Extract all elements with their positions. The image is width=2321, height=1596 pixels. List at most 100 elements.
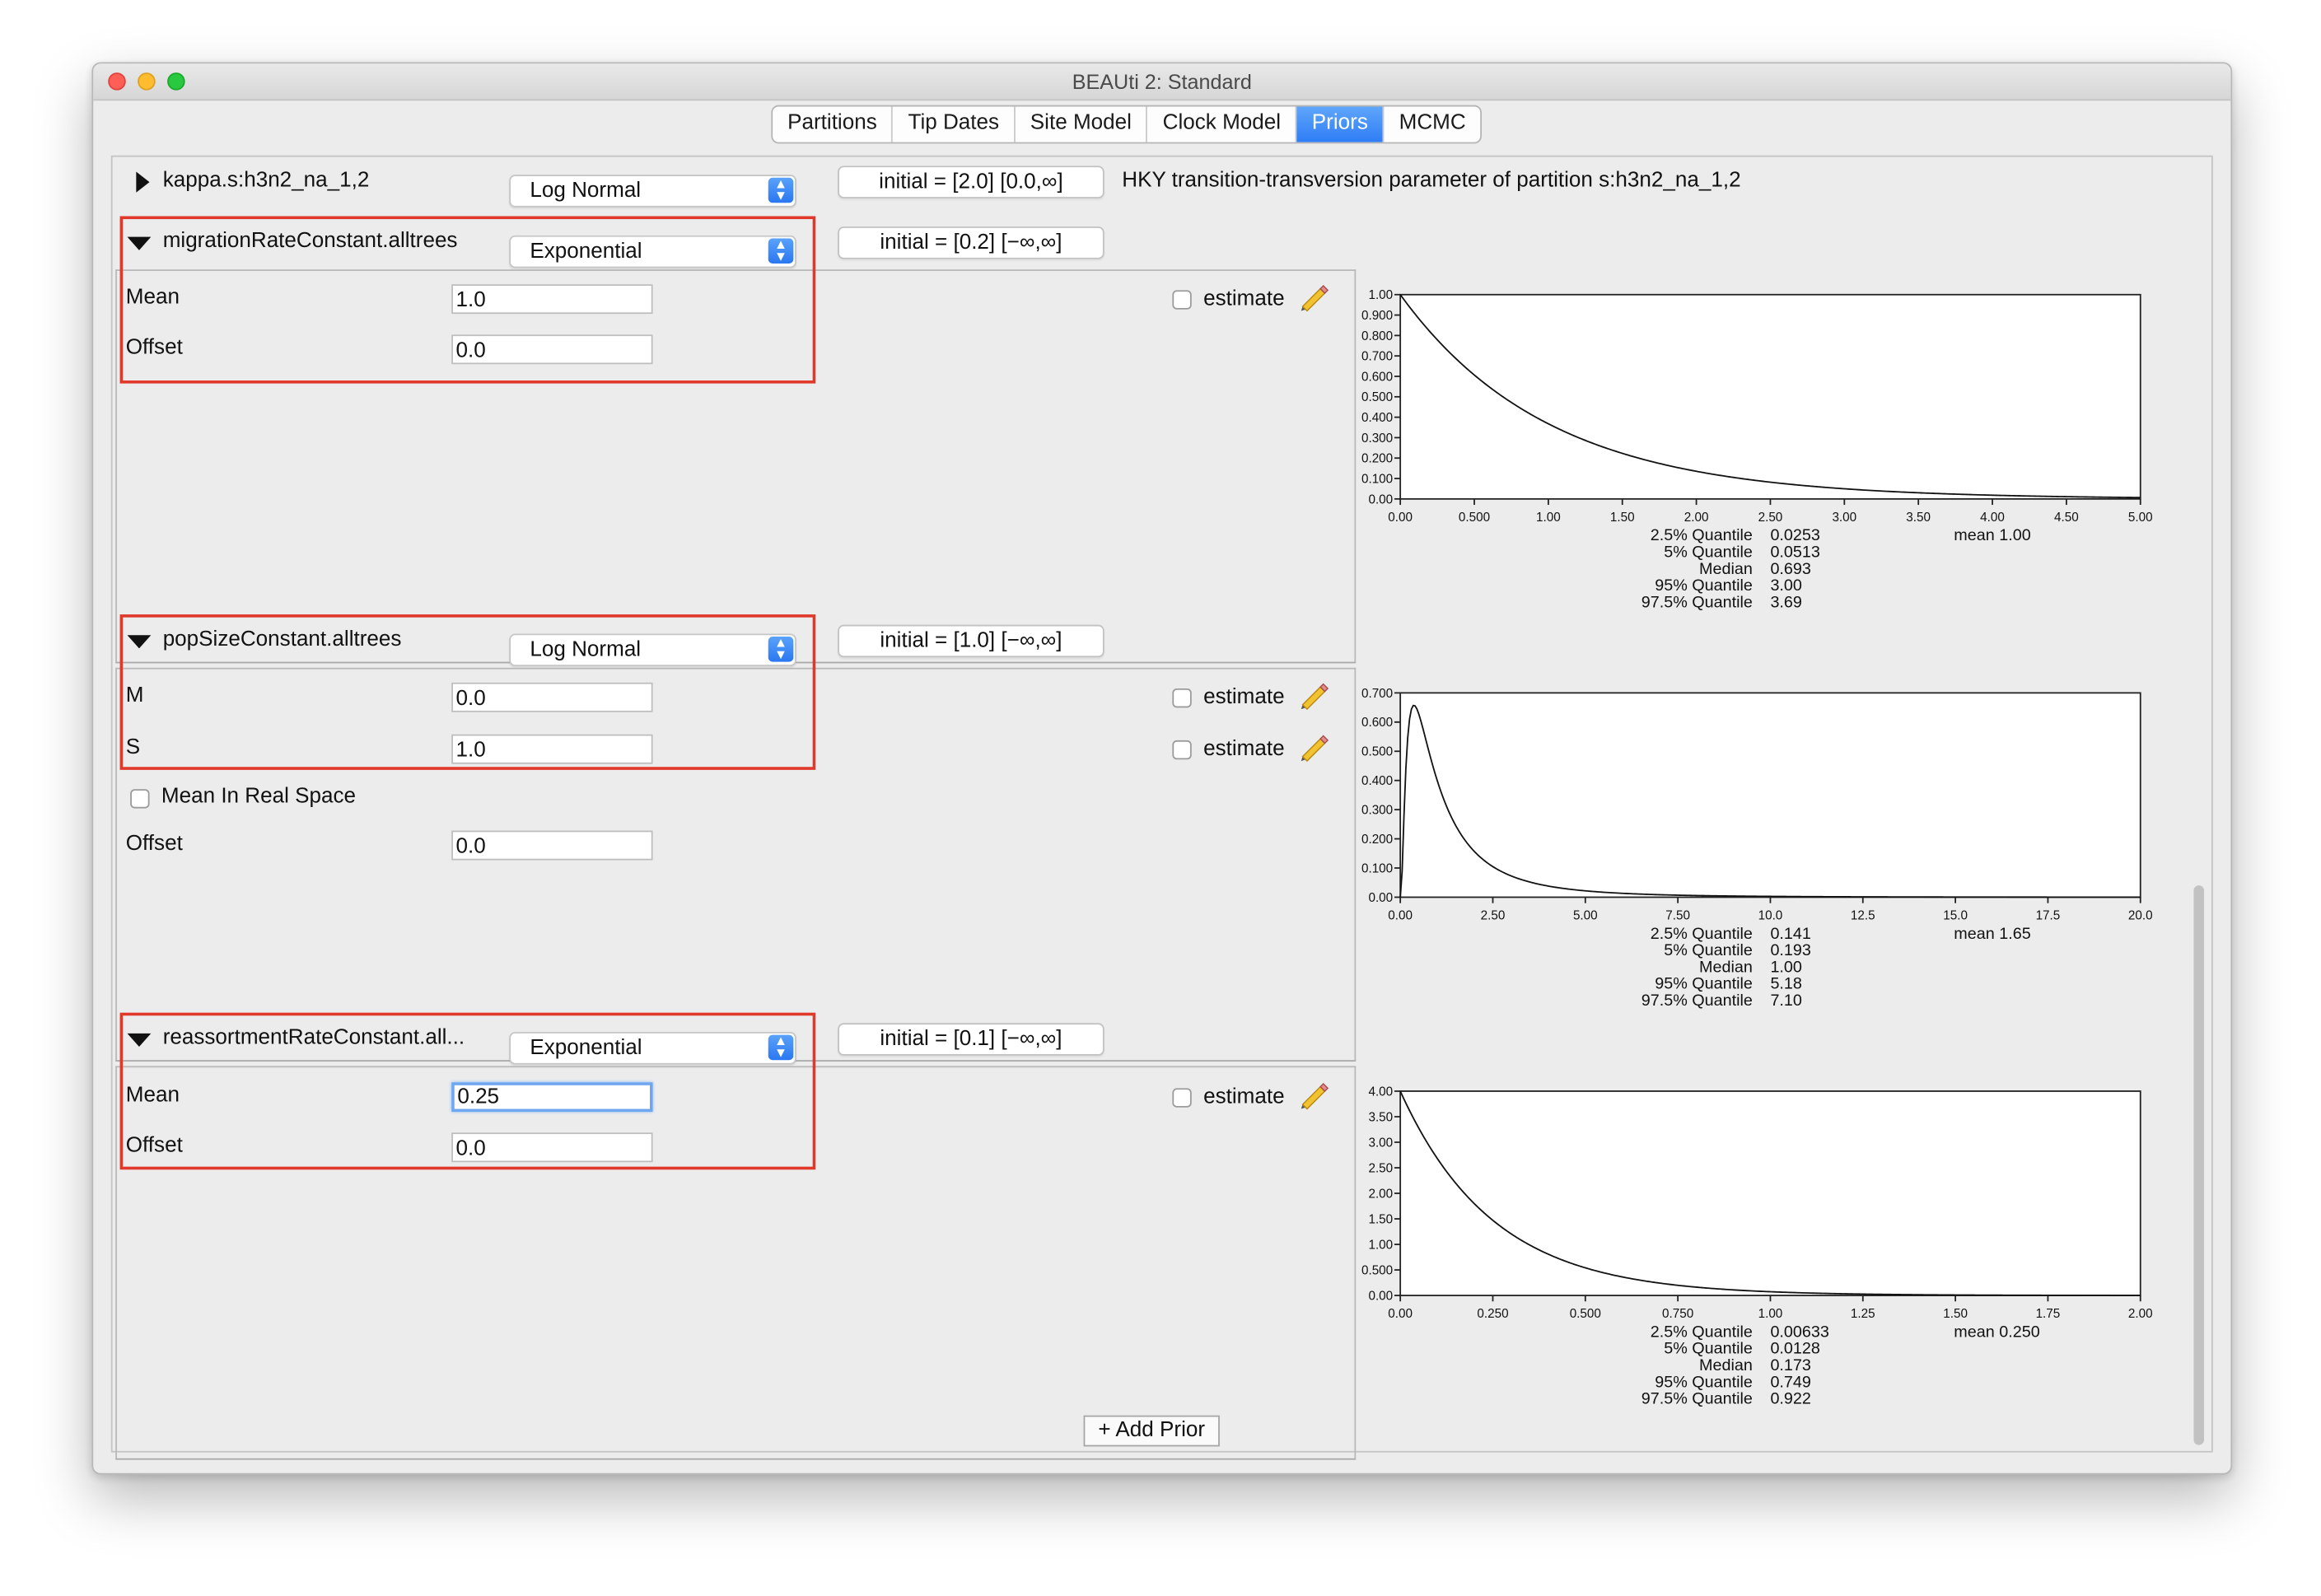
plot-area — [1399, 293, 2141, 500]
stat-value: 0.749 — [1770, 1373, 1810, 1391]
reassortment-distribution-select[interactable]: Exponential ▲ ▼ — [509, 1032, 796, 1065]
plot-area — [1399, 1090, 2141, 1296]
estimate-label: estimate — [1203, 1085, 1285, 1109]
pencil-icon[interactable] — [1296, 731, 1329, 764]
migration-estimate-checkbox[interactable] — [1172, 290, 1192, 310]
param-label-offset: Offset — [125, 832, 183, 856]
x-tick-label: 1.75 — [2036, 1307, 2061, 1321]
stat-label: 97.5% Quantile — [1642, 593, 1753, 611]
x-tick-label: 15.0 — [1943, 908, 1968, 922]
pencil-icon[interactable] — [1296, 679, 1329, 712]
x-tick-label: 12.5 — [1851, 908, 1875, 922]
reassortment-prior-chart: 0.00 0.500 1.00 1.50 2.00 2.50 3.00 3.50 4.00 0.0… — [1361, 1085, 2153, 1408]
expand-triangle-icon[interactable] — [136, 171, 150, 193]
popsize-m-estimate-checkbox[interactable] — [1172, 688, 1192, 708]
y-tick-label: 2.50 — [1368, 1161, 1393, 1175]
highlight-box-popsize — [119, 614, 816, 770]
x-tick-label: 3.00 — [1832, 511, 1856, 525]
combo-value: Exponential — [530, 240, 642, 264]
select-arrows-icon: ▲ ▼ — [768, 177, 794, 203]
reassortment-initial-button[interactable]: initial = [0.1] [−∞,∞] — [838, 1023, 1104, 1056]
tab-priors[interactable]: Priors — [1296, 106, 1385, 142]
collapse-triangle-icon[interactable] — [127, 236, 152, 250]
tab-site-model[interactable]: Site Model — [1016, 106, 1148, 142]
x-tick-label: 4.50 — [2054, 511, 2079, 525]
y-tick-label: 0.700 — [1361, 687, 1393, 701]
tab-partitions[interactable]: Partitions — [773, 106, 894, 142]
migration-offset-input[interactable]: 0.0 — [451, 334, 653, 365]
tab-tip-dates[interactable]: Tip Dates — [894, 106, 1016, 142]
migration-initial-button[interactable]: initial = [0.2] [−∞,∞] — [838, 226, 1104, 259]
density-curve — [1399, 704, 2141, 898]
title-bar: BEAUti 2: Standard — [93, 63, 2231, 101]
y-tick-label: 1.00 — [1368, 1238, 1393, 1252]
reassortment-mean-input[interactable]: 0.25 — [451, 1082, 653, 1113]
x-tick-label: 2.50 — [1758, 511, 1783, 525]
stat-value: 3.69 — [1770, 593, 1801, 611]
kappa-distribution-select[interactable]: Log Normal ▲ ▼ — [509, 175, 796, 208]
tab-mcmc[interactable]: MCMC — [1399, 110, 1466, 135]
popsize-s-input[interactable]: 1.0 — [451, 734, 653, 764]
stat-value: 3.00 — [1770, 576, 1801, 595]
vertical-scrollbar[interactable] — [2193, 885, 2205, 1445]
stat-label: 95% Quantile — [1655, 576, 1753, 595]
stat-value: 5.18 — [1770, 975, 1801, 993]
add-prior-button[interactable]: + Add Prior — [1083, 1415, 1220, 1447]
stat-label: 5% Quantile — [1664, 1340, 1753, 1358]
x-tick-label: 20.0 — [2128, 908, 2153, 922]
mean-label: mean 1.00 — [1954, 526, 2030, 544]
collapse-triangle-icon[interactable] — [127, 635, 152, 649]
popsize-s-estimate-checkbox[interactable] — [1172, 740, 1192, 760]
stat-label: 2.5% Quantile — [1651, 925, 1753, 943]
x-tick-label: 0.00 — [1388, 511, 1413, 525]
stat-value: 1.00 — [1770, 958, 1801, 976]
y-tick-label: 1.00 — [1368, 288, 1393, 302]
x-tick-label: 4.00 — [1980, 511, 2005, 525]
zoom-window-button[interactable] — [167, 72, 185, 91]
x-tick-label: 1.50 — [1943, 1307, 1968, 1321]
popsize-offset-input[interactable]: 0.0 — [451, 830, 653, 861]
x-tick-label: 1.00 — [1758, 1307, 1783, 1321]
pencil-icon[interactable] — [1296, 1080, 1329, 1113]
x-tick-label: 2.00 — [1684, 511, 1709, 525]
window-title: BEAUti 2: Standard — [1072, 69, 1252, 94]
reassortment-estimate-checkbox[interactable] — [1172, 1088, 1192, 1108]
x-tick-label: 5.00 — [1573, 908, 1598, 922]
pencil-icon[interactable] — [1296, 282, 1329, 315]
prior-name-migration: migrationRateConstant.alltrees — [162, 229, 458, 254]
combo-value: Log Normal — [530, 179, 642, 203]
x-tick-label: 2.50 — [1481, 908, 1506, 922]
popsize-initial-button[interactable]: initial = [1.0] [−∞,∞] — [838, 624, 1104, 658]
reassortment-offset-input[interactable]: 0.0 — [451, 1132, 653, 1163]
stat-label: Median — [1699, 560, 1753, 578]
select-arrows-icon: ▲ ▼ — [768, 1034, 794, 1061]
stat-label: 2.5% Quantile — [1651, 1323, 1753, 1341]
popsize-m-input[interactable]: 0.0 — [451, 682, 653, 712]
y-tick-label: 0.200 — [1361, 452, 1393, 466]
y-tick-label: 0.900 — [1361, 309, 1393, 323]
stat-label: 97.5% Quantile — [1642, 1390, 1753, 1408]
y-tick-label: 2.00 — [1368, 1187, 1393, 1201]
minimize-window-button[interactable] — [138, 72, 156, 91]
mean-label: mean 0.250 — [1954, 1323, 2039, 1341]
stat-label: 95% Quantile — [1655, 975, 1753, 993]
stat-label: 2.5% Quantile — [1651, 526, 1753, 544]
density-curve — [1399, 1090, 2141, 1296]
kappa-description: HKY transition-transversion parameter of… — [1122, 168, 1741, 193]
close-window-button[interactable] — [108, 72, 126, 91]
stat-value: 0.0128 — [1770, 1340, 1819, 1358]
collapse-triangle-icon[interactable] — [127, 1033, 152, 1048]
stat-value: 0.0253 — [1770, 526, 1819, 544]
mean-in-real-space-checkbox[interactable] — [130, 789, 150, 809]
x-tick-label: 1.25 — [1851, 1307, 1875, 1321]
migration-mean-input[interactable]: 1.0 — [451, 284, 653, 315]
param-label-offset: Offset — [125, 336, 183, 360]
prior-name-popsize: popSizeConstant.alltrees — [162, 628, 402, 652]
y-tick-label: 0.400 — [1361, 774, 1393, 788]
tab-clock-model[interactable]: Clock Model — [1148, 106, 1297, 142]
popsize-distribution-select[interactable]: Log Normal ▲ ▼ — [509, 633, 796, 667]
kappa-initial-button[interactable]: initial = [2.0] [0.0,∞] — [838, 166, 1104, 198]
migration-distribution-select[interactable]: Exponential ▲ ▼ — [509, 235, 796, 268]
x-tick-label: 0.250 — [1477, 1307, 1508, 1321]
stat-label: 5% Quantile — [1664, 941, 1753, 959]
